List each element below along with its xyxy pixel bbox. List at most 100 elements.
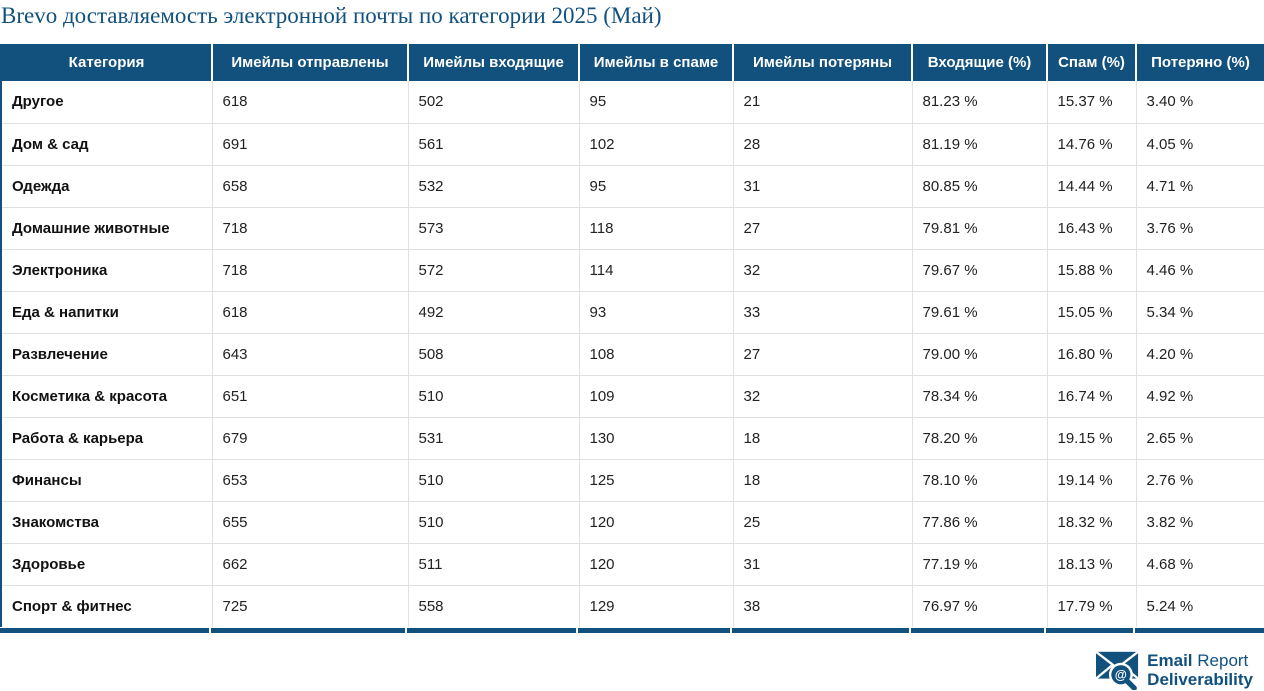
value-cell: 32 (733, 374, 913, 417)
column-header-spam-pct: Спам (%) (1047, 44, 1137, 81)
brand-logo[interactable]: @ Email Report Deliverability (1096, 649, 1253, 690)
value-cell: 102 (579, 122, 734, 165)
value-cell: 19.15 % (1047, 416, 1137, 459)
column-header-emails-sent: Имейлы отправлены (212, 44, 409, 81)
value-cell: 77.19 % (912, 542, 1048, 585)
value-cell: 118 (579, 206, 734, 249)
value-cell: 31 (733, 542, 913, 585)
value-cell: 15.88 % (1047, 248, 1137, 291)
cropped-row-cell (407, 628, 576, 633)
value-cell: 33 (733, 290, 913, 333)
cropped-row-cell (211, 628, 405, 633)
value-cell: 16.74 % (1047, 374, 1137, 417)
value-cell: 4.71 % (1136, 164, 1264, 207)
value-cell: 558 (408, 584, 580, 627)
table-row: Спорт & фитнес 725 558 129 38 76.97 % 17.79 % 5… (1, 584, 1264, 627)
value-cell: 78.20 % (912, 416, 1048, 459)
value-cell: 15.05 % (1047, 290, 1137, 333)
value-cell: 4.46 % (1136, 248, 1264, 291)
column-header-category: Категория (1, 44, 213, 81)
cropped-row-cell (1135, 628, 1264, 633)
value-cell: 718 (212, 206, 409, 249)
category-cell: Другое (1, 81, 213, 123)
value-cell: 5.34 % (1136, 290, 1264, 333)
value-cell: 79.67 % (912, 248, 1048, 291)
column-header-emails-lost: Имейлы потеряны (733, 44, 913, 81)
category-cell: Еда & напитки (1, 290, 213, 333)
page-title: Brevo доставляемость электронной почты п… (1, 3, 662, 28)
value-cell: 129 (579, 584, 734, 627)
value-cell: 27 (733, 206, 913, 249)
value-cell: 80.85 % (912, 164, 1048, 207)
category-cell: Электроника (1, 248, 213, 291)
category-cell: Одежда (1, 164, 213, 207)
table-row: Домашние животные 718 573 118 27 79.81 % 16.43… (1, 206, 1264, 249)
value-cell: 4.92 % (1136, 374, 1264, 417)
value-cell: 718 (212, 248, 409, 291)
value-cell: 25 (733, 500, 913, 543)
value-cell: 32 (733, 248, 913, 291)
table-row: Одежда 658 532 95 31 80.85 % 14.44 % 4.71 % (1, 164, 1264, 207)
value-cell: 5.24 % (1136, 584, 1264, 627)
value-cell: 81.23 % (912, 81, 1048, 123)
value-cell: 16.80 % (1047, 332, 1137, 375)
category-cell: Здоровье (1, 542, 213, 585)
value-cell: 18.13 % (1047, 542, 1137, 585)
table-row: Дом & сад 691 561 102 28 81.19 % 14.76 % 4.05 % (1, 122, 1264, 165)
value-cell: 691 (212, 122, 409, 165)
deliverability-table: Категория Имейлы отправлены Имейлы входя… (0, 44, 1264, 627)
value-cell: 3.76 % (1136, 206, 1264, 249)
value-cell: 79.81 % (912, 206, 1048, 249)
table-header: Категория Имейлы отправлены Имейлы входя… (1, 44, 1264, 81)
value-cell: 511 (408, 542, 580, 585)
value-cell: 532 (408, 164, 580, 207)
category-cell: Косметика & красота (1, 374, 213, 417)
value-cell: 2.65 % (1136, 416, 1264, 459)
table-row: Знакомства 655 510 120 25 77.86 % 18.32 % 3.82 … (1, 500, 1264, 543)
column-header-inbox-pct: Входящие (%) (912, 44, 1048, 81)
value-cell: 573 (408, 206, 580, 249)
value-cell: 76.97 % (912, 584, 1048, 627)
value-cell: 651 (212, 374, 409, 417)
category-cell: Финансы (1, 458, 213, 501)
cropped-next-header-strip (0, 628, 1264, 633)
value-cell: 17.79 % (1047, 584, 1137, 627)
value-cell: 18 (733, 458, 913, 501)
table-row: Работа & карьера 679 531 130 18 78.20 % 19.15 … (1, 416, 1264, 459)
value-cell: 120 (579, 542, 734, 585)
column-header-emails-inbox: Имейлы входящие (408, 44, 580, 81)
value-cell: 95 (579, 164, 734, 207)
value-cell: 109 (579, 374, 734, 417)
value-cell: 572 (408, 248, 580, 291)
value-cell: 4.20 % (1136, 332, 1264, 375)
value-cell: 725 (212, 584, 409, 627)
value-cell: 18.32 % (1047, 500, 1137, 543)
category-cell: Спорт & фитнес (1, 584, 213, 627)
value-cell: 15.37 % (1047, 81, 1137, 123)
value-cell: 618 (212, 290, 409, 333)
value-cell: 510 (408, 458, 580, 501)
value-cell: 510 (408, 374, 580, 417)
brand-logo-text: Email Report Deliverability (1147, 651, 1253, 689)
value-cell: 679 (212, 416, 409, 459)
column-header-emails-spam: Имейлы в спаме (579, 44, 734, 81)
value-cell: 3.40 % (1136, 81, 1264, 123)
value-cell: 125 (579, 458, 734, 501)
value-cell: 77.86 % (912, 500, 1048, 543)
value-cell: 510 (408, 500, 580, 543)
value-cell: 78.34 % (912, 374, 1048, 417)
category-cell: Дом & сад (1, 122, 213, 165)
value-cell: 4.68 % (1136, 542, 1264, 585)
value-cell: 79.61 % (912, 290, 1048, 333)
table-row: Другое 618 502 95 21 81.23 % 15.37 % 3.40 % (1, 81, 1264, 123)
value-cell: 28 (733, 122, 913, 165)
value-cell: 130 (579, 416, 734, 459)
value-cell: 508 (408, 332, 580, 375)
table-row: Еда & напитки 618 492 93 33 79.61 % 15.05 % 5.3… (1, 290, 1264, 333)
at-symbol-glyph: @ (1115, 668, 1127, 682)
brand-logo-line2: Deliverability (1147, 669, 1253, 689)
value-cell: 2.76 % (1136, 458, 1264, 501)
table-header-row: Категория Имейлы отправлены Имейлы входя… (1, 44, 1264, 81)
value-cell: 95 (579, 81, 734, 123)
value-cell: 561 (408, 122, 580, 165)
